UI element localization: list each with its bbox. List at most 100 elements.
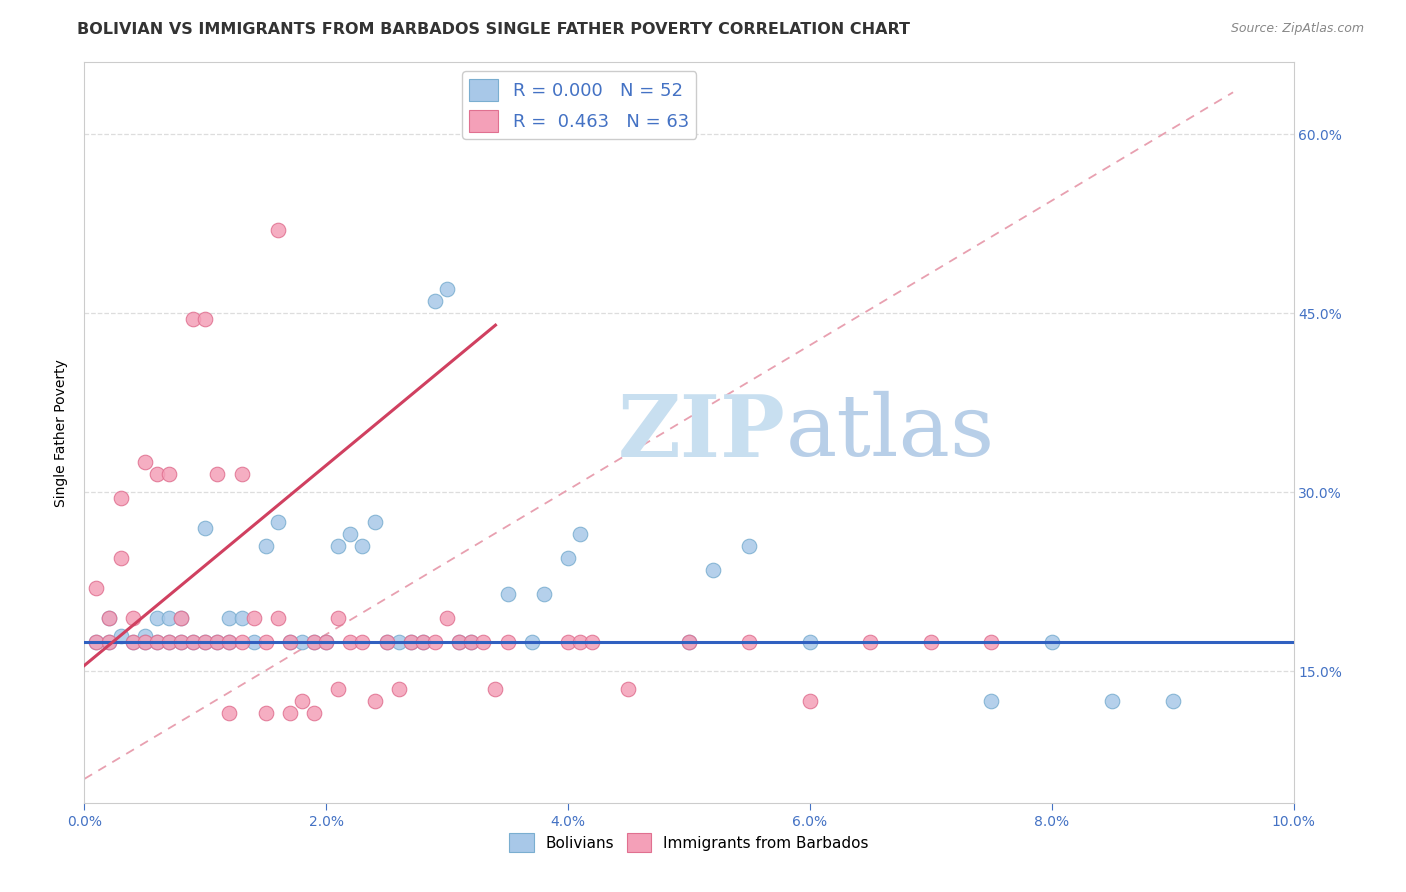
Point	[920, 634, 942, 648]
Point	[315, 634, 337, 648]
Point	[496, 634, 519, 648]
Point	[194, 634, 217, 648]
Point	[302, 634, 325, 648]
Point	[520, 634, 543, 648]
Point	[1101, 694, 1123, 708]
Point	[157, 634, 180, 648]
Point	[557, 634, 579, 648]
Point	[399, 634, 422, 648]
Point	[678, 634, 700, 648]
Point	[267, 222, 290, 236]
Point	[254, 634, 277, 648]
Point	[181, 634, 204, 648]
Point	[1161, 694, 1184, 708]
Point	[97, 634, 120, 648]
Point	[799, 694, 821, 708]
Point	[980, 634, 1002, 648]
Point	[436, 610, 458, 624]
Point	[278, 706, 301, 721]
Point	[110, 551, 132, 566]
Point	[157, 610, 180, 624]
Point	[569, 634, 592, 648]
Point	[218, 610, 240, 624]
Point	[181, 312, 204, 326]
Point	[121, 634, 143, 648]
Point	[97, 610, 120, 624]
Point	[339, 634, 361, 648]
Point	[449, 634, 471, 648]
Point	[170, 610, 193, 624]
Point	[449, 634, 471, 648]
Point	[339, 527, 361, 541]
Point	[231, 467, 253, 482]
Point	[146, 634, 169, 648]
Point	[569, 527, 592, 541]
Point	[242, 634, 264, 648]
Point	[496, 587, 519, 601]
Point	[267, 610, 290, 624]
Point	[254, 706, 277, 721]
Point	[352, 634, 374, 648]
Point	[363, 515, 385, 529]
Point	[375, 634, 398, 648]
Point	[207, 467, 229, 482]
Point	[678, 634, 700, 648]
Point	[194, 521, 217, 535]
Point	[121, 610, 143, 624]
Point	[315, 634, 337, 648]
Point	[412, 634, 434, 648]
Point	[86, 634, 108, 648]
Point	[97, 634, 120, 648]
Point	[436, 282, 458, 296]
Text: ZIP: ZIP	[617, 391, 786, 475]
Y-axis label: Single Father Poverty: Single Father Poverty	[55, 359, 69, 507]
Point	[146, 634, 169, 648]
Text: atlas: atlas	[786, 391, 995, 475]
Point	[267, 515, 290, 529]
Point	[412, 634, 434, 648]
Point	[557, 551, 579, 566]
Point	[254, 539, 277, 553]
Point	[375, 634, 398, 648]
Point	[194, 634, 217, 648]
Point	[170, 634, 193, 648]
Point	[423, 634, 446, 648]
Point	[472, 634, 495, 648]
Point	[423, 294, 446, 309]
Point	[207, 634, 229, 648]
Point	[157, 467, 180, 482]
Point	[460, 634, 482, 648]
Point	[97, 610, 120, 624]
Point	[110, 491, 132, 506]
Point	[278, 634, 301, 648]
Point	[363, 694, 385, 708]
Point	[859, 634, 882, 648]
Point	[134, 629, 156, 643]
Point	[388, 634, 411, 648]
Point	[460, 634, 482, 648]
Point	[121, 634, 143, 648]
Point	[146, 610, 169, 624]
Point	[170, 610, 193, 624]
Point	[231, 610, 253, 624]
Point	[1040, 634, 1063, 648]
Point	[170, 634, 193, 648]
Point	[86, 581, 108, 595]
Point	[388, 682, 411, 697]
Point	[799, 634, 821, 648]
Point	[134, 455, 156, 469]
Point	[242, 610, 264, 624]
Point	[328, 682, 350, 697]
Legend: Bolivians, Immigrants from Barbados: Bolivians, Immigrants from Barbados	[503, 827, 875, 858]
Point	[134, 634, 156, 648]
Point	[581, 634, 603, 648]
Point	[278, 634, 301, 648]
Point	[110, 629, 132, 643]
Point	[86, 634, 108, 648]
Point	[352, 539, 374, 553]
Point	[181, 634, 204, 648]
Point	[291, 694, 314, 708]
Point	[328, 539, 350, 553]
Point	[328, 610, 350, 624]
Point	[218, 706, 240, 721]
